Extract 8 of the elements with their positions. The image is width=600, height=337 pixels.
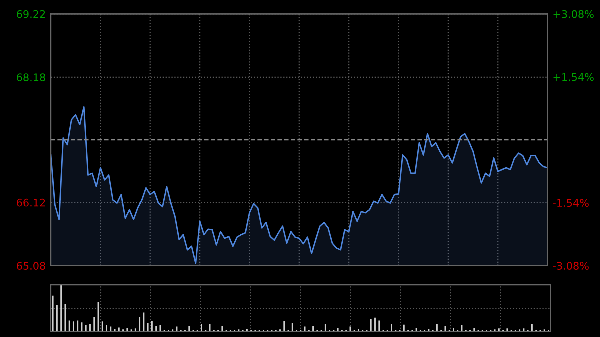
y2-tick-label: +3.08% [554,10,594,18]
y2-tick-label: -1.54% [553,199,589,208]
y-tick-label: 66.12 [17,198,46,207]
y-tick-label: 65.08 [17,262,46,270]
y-tick-label: 68.18 [17,74,46,82]
y2-tick-label: -3.08% [553,262,589,270]
y2-tick-label: +1.54% [554,73,594,82]
y-tick-label: 69.22 [17,10,46,18]
